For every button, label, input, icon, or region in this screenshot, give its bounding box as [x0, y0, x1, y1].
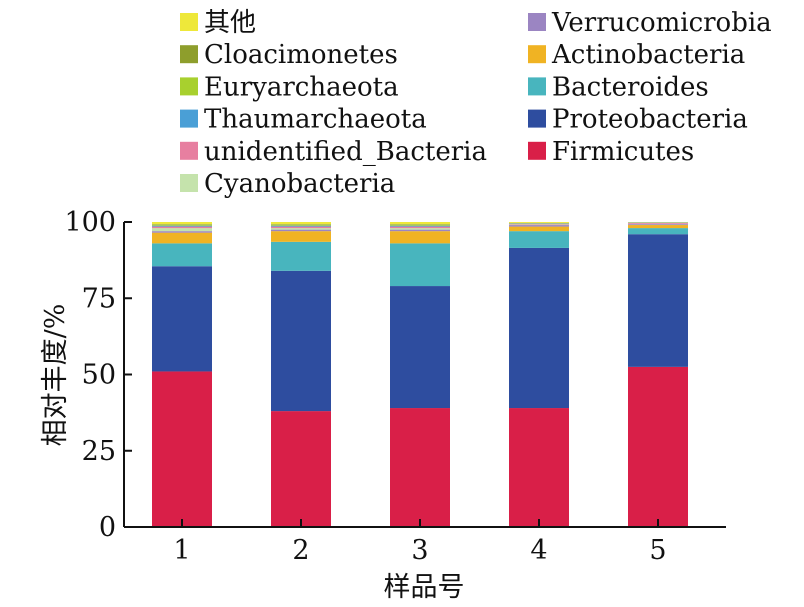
- bar-segment-bacteroides-2: [271, 241, 331, 271]
- bar-segment-proteobacteria-3: [390, 286, 450, 409]
- legend-label: Proteobacteria: [552, 105, 748, 135]
- legend-label: Cloacimonetes: [204, 40, 398, 70]
- legend-swatch: [528, 141, 546, 160]
- x-tick-label: 2: [292, 535, 309, 566]
- bar-segment---4: [509, 222, 569, 223]
- bar-segment-bacteroides-5: [628, 228, 688, 235]
- legend-label: Firmicutes: [552, 137, 694, 167]
- x-tick-label: 1: [173, 535, 190, 566]
- legend: 其他 Verrucomicrobia Cloacimonetes Actinobact…: [180, 8, 772, 199]
- bar-segment-firmicutes-3: [390, 408, 450, 527]
- x-axis-title: 样品号: [384, 572, 465, 603]
- bar-segment-verrucomicrobia-1: [152, 231, 212, 233]
- legend-label: Cyanobacteria: [204, 169, 395, 199]
- plot-bars: [152, 222, 688, 527]
- x-tick-label: 5: [649, 535, 666, 566]
- bar-segment-proteobacteria-2: [271, 270, 331, 412]
- bar-segment-proteobacteria-5: [628, 234, 688, 367]
- legend-label: unidentified_Bacteria: [204, 137, 487, 167]
- bar-segment-thaumarchaeota-1: [152, 225, 212, 227]
- bar-segment-unidentified-bacteria-5: [628, 222, 688, 224]
- bar-segment-firmicutes-2: [271, 411, 331, 527]
- bar-segment-unidentified-bacteria-1: [152, 226, 212, 229]
- legend-swatch: [528, 77, 546, 96]
- y-tick-label: 25: [82, 436, 116, 467]
- bar-segment-bacteroides-1: [152, 243, 212, 267]
- x-tick-label: 3: [411, 535, 428, 566]
- bar-segment-actinobacteria-3: [390, 231, 450, 244]
- legend-swatch: [180, 13, 198, 31]
- bar-segment-verrucomicrobia-5: [628, 224, 688, 226]
- bar-segment-firmicutes-5: [628, 366, 688, 527]
- y-tick-label: 75: [82, 283, 116, 314]
- y-ticks: 0 25 50 75 100: [64, 207, 132, 543]
- bar-segment-actinobacteria-5: [628, 225, 688, 229]
- legend-label: Bacteroides: [552, 72, 709, 102]
- bar-segment-verrucomicrobia-3: [390, 229, 450, 232]
- legend-swatch: [180, 109, 198, 128]
- bar-segment-cloacimonetes-3: [390, 224, 450, 225]
- bar-segment-cloacimonetes-2: [271, 224, 331, 225]
- y-tick-label: 50: [82, 360, 116, 391]
- bar-segment-bacteroides-4: [509, 231, 569, 248]
- bar-segment-euryarchaeota-1: [152, 224, 212, 226]
- legend-label: Thaumarchaeota: [204, 105, 427, 135]
- legend-swatch: [180, 174, 198, 192]
- bar-segment-euryarchaeota-2: [271, 224, 331, 226]
- bar-segment-proteobacteria-4: [509, 247, 569, 409]
- x-ticks: 1 2 3 4 5: [173, 519, 667, 566]
- legend-swatch: [528, 13, 546, 31]
- bar-segment---3: [390, 222, 450, 225]
- y-tick-label: 0: [99, 512, 116, 543]
- legend-swatch: [180, 141, 198, 160]
- bar-segment-actinobacteria-4: [509, 226, 569, 232]
- bar-segment-unidentified-bacteria-4: [509, 223, 569, 225]
- bar-segment-verrucomicrobia-2: [271, 229, 331, 232]
- y-axis-title: 相对丰度/%: [40, 304, 71, 447]
- bar-segment-firmicutes-4: [509, 408, 569, 527]
- bar-segment---2: [271, 222, 331, 225]
- legend-swatch: [180, 77, 198, 96]
- bar-segment-bacteroides-3: [390, 243, 450, 287]
- legend-label: Actinobacteria: [551, 40, 745, 70]
- bar-segment-unidentified-bacteria-3: [390, 226, 450, 229]
- x-tick-label: 4: [530, 535, 547, 566]
- bar-segment-cyanobacteria-3: [390, 228, 450, 230]
- legend-swatch: [180, 45, 198, 64]
- legend-label: Euryarchaeota: [204, 72, 399, 102]
- bar-segment-euryarchaeota-3: [390, 224, 450, 226]
- bar-segment-actinobacteria-2: [271, 231, 331, 242]
- bar-segment-actinobacteria-1: [152, 232, 212, 244]
- bar-segment-thaumarchaeota-3: [390, 225, 450, 227]
- bar-segment-unidentified-bacteria-2: [271, 226, 331, 229]
- bar-segment-cloacimonetes-1: [152, 224, 212, 225]
- bar-segment-cyanobacteria-4: [509, 224, 569, 226]
- legend-swatch: [528, 109, 546, 128]
- legend-swatch: [528, 45, 546, 64]
- bar-segment---1: [152, 222, 212, 225]
- bar-segment-proteobacteria-1: [152, 266, 212, 372]
- y-tick-label: 100: [64, 207, 116, 238]
- bar-segment-thaumarchaeota-2: [271, 225, 331, 227]
- bar-segment-verrucomicrobia-4: [509, 225, 569, 227]
- bar-segment-firmicutes-1: [152, 371, 212, 527]
- bar-segment-cyanobacteria-2: [271, 228, 331, 230]
- legend-label: 其他: [204, 8, 256, 38]
- bar-segment-cyanobacteria-1: [152, 228, 212, 232]
- legend-label: Verrucomicrobia: [551, 8, 772, 38]
